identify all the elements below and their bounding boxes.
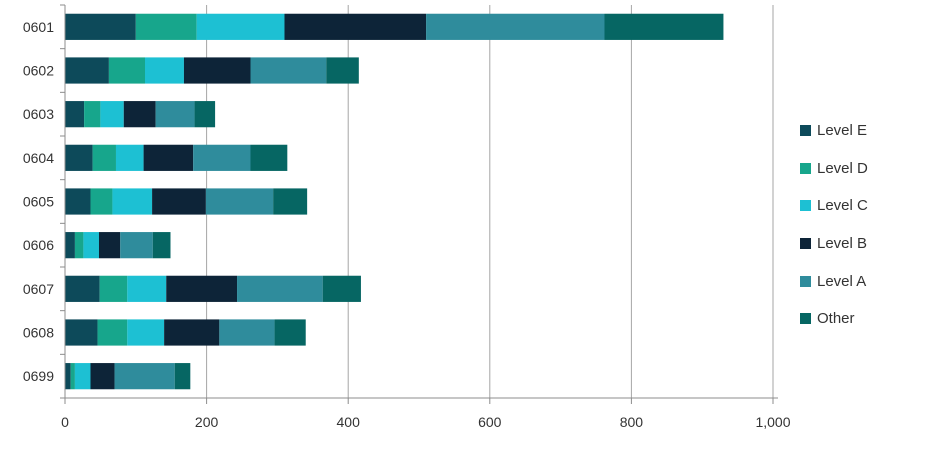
bar-0607-other: [322, 275, 361, 302]
labels-layer: 0601 0602 0603 0604 0605 0606 0607 0608 0699 0 200…: [23, 19, 791, 430]
bar-0601-other: [604, 13, 724, 40]
y-tick-label: 0602: [23, 63, 54, 79]
x-tick-label: 200: [195, 414, 219, 430]
legend-item-level-d: Level D: [800, 150, 868, 188]
bar-0699-level-d: [70, 363, 75, 390]
bar-0699-level-b: [90, 363, 115, 390]
bar-0604-level-e: [65, 144, 93, 171]
y-tick-label: 0607: [23, 281, 54, 297]
bar-0603-level-b: [123, 101, 156, 128]
legend-item-level-c: Level C: [800, 187, 868, 225]
bar-0601-level-d: [135, 13, 197, 40]
bar-0604-level-d: [92, 144, 116, 171]
bar-0606-level-c: [83, 232, 99, 259]
bar-0699-level-e: [65, 363, 71, 390]
bar-0602-level-d: [108, 57, 146, 84]
legend-label: Level D: [817, 159, 868, 177]
legend-label: Level A: [817, 272, 867, 290]
bar-0602-level-e: [65, 57, 109, 84]
bar-0603-level-c: [100, 101, 124, 128]
legend-label: Other: [817, 310, 855, 328]
y-tick-label: 0604: [23, 150, 54, 166]
bar-0601-level-e: [65, 13, 136, 40]
legend-label: Level B: [817, 235, 868, 253]
bar-0602-level-b: [183, 57, 251, 84]
bar-0608-level-b: [164, 319, 220, 346]
x-tick-label: 800: [620, 414, 644, 430]
bar-0607-level-e: [65, 275, 100, 302]
bar-0604-level-b: [143, 144, 194, 171]
x-tick-label: 600: [478, 414, 502, 430]
bar-0606-other: [152, 232, 171, 259]
bar-0608-level-a: [219, 319, 275, 346]
bar-0605-level-d: [90, 188, 113, 215]
bar-0605-other: [273, 188, 308, 215]
bar-0608-other: [274, 319, 306, 346]
bars-layer: [65, 13, 724, 390]
legend-swatch: [800, 313, 811, 325]
y-tick-label: 0608: [23, 325, 54, 341]
bar-0603-level-a: [155, 101, 195, 128]
legend-item-level-b: Level B: [800, 225, 868, 263]
bar-0602-level-a: [250, 57, 327, 84]
legend-item-level-a: Level A: [800, 262, 868, 300]
bar-0699-level-c: [74, 363, 91, 390]
bar-0608-level-d: [97, 319, 128, 346]
bar-0602-other: [326, 57, 359, 84]
bar-0699-level-a: [114, 363, 175, 390]
bar-0607-level-c: [127, 275, 167, 302]
legend-label: Level C: [817, 197, 868, 215]
legend-item-level-e: Level E: [800, 112, 868, 150]
y-tick-label: 0605: [23, 194, 54, 210]
bar-0603-level-d: [84, 101, 101, 128]
bar-0601-level-a: [426, 13, 605, 40]
x-tick-label: 0: [61, 414, 69, 430]
legend-swatch: [800, 200, 811, 212]
bar-0601-level-b: [284, 13, 427, 40]
legend: Level E Level D Level C Level B Level A Other: [800, 112, 868, 338]
bar-0607-level-a: [237, 275, 323, 302]
bar-0602-level-c: [145, 57, 184, 84]
bar-0604-level-c: [115, 144, 144, 171]
y-tick-label: 0603: [23, 106, 54, 122]
y-tick-label: 0606: [23, 237, 54, 253]
bar-0603-level-e: [65, 101, 85, 128]
bar-0606-level-b: [98, 232, 121, 259]
axes-layer: [60, 4, 778, 404]
legend-item-other: Other: [800, 300, 868, 338]
bar-0606-level-a: [120, 232, 153, 259]
legend-swatch: [800, 238, 811, 250]
y-tick-label: 0601: [23, 19, 54, 35]
bar-0604-level-a: [193, 144, 251, 171]
bar-0605-level-c: [112, 188, 153, 215]
legend-swatch: [800, 162, 811, 174]
bar-0606-level-e: [65, 232, 75, 259]
bar-0606-level-d: [74, 232, 84, 259]
bar-0604-other: [250, 144, 288, 171]
bar-0601-level-c: [196, 13, 285, 40]
legend-label: Level E: [817, 122, 868, 140]
bar-0605-level-a: [205, 188, 274, 215]
bar-0607-level-d: [99, 275, 128, 302]
bar-0699-other: [174, 363, 191, 390]
x-tick-label: 1,000: [755, 414, 790, 430]
bar-0608-level-e: [65, 319, 98, 346]
bar-0605-level-e: [65, 188, 91, 215]
bar-0607-level-b: [166, 275, 238, 302]
y-tick-label: 0699: [23, 368, 54, 384]
bar-0603-other: [194, 101, 216, 128]
x-tick-label: 400: [337, 414, 361, 430]
bar-0605-level-b: [152, 188, 206, 215]
bar-0608-level-c: [127, 319, 165, 346]
legend-swatch: [800, 125, 811, 137]
legend-swatch: [800, 275, 811, 287]
